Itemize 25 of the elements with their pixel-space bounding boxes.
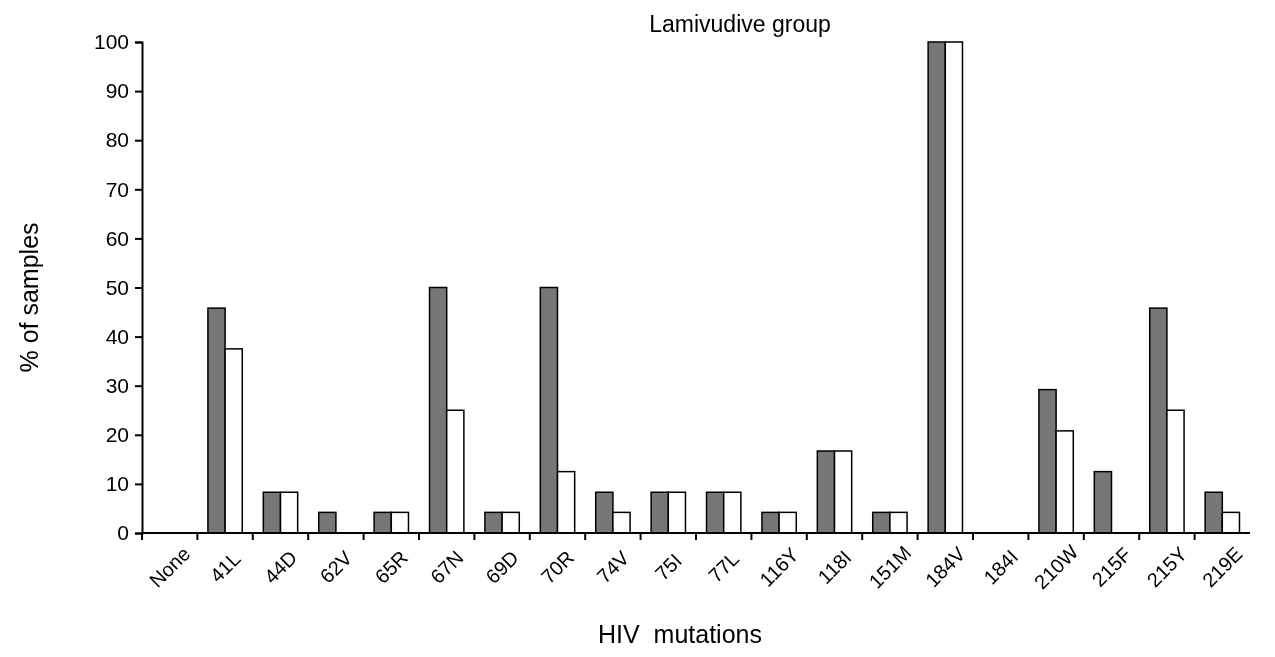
y-tick-label: 10: [105, 472, 129, 496]
y-tick-label: 80: [105, 128, 129, 152]
chart-title: Lamivudive group: [649, 11, 831, 37]
x-tick-label: 75I: [650, 549, 686, 585]
x-tick-label: 65R: [370, 546, 413, 588]
x-tick-label: 74V: [592, 546, 634, 588]
x-tick-label: 69D: [481, 546, 523, 588]
y-tick-label: 20: [105, 423, 129, 447]
x-tick-label: 67N: [425, 546, 468, 588]
y-tick-label: 50: [105, 275, 129, 299]
x-tick-label: 70R: [536, 546, 579, 588]
y-axis-title: % of samples: [15, 222, 43, 373]
y-tick-label: 100: [93, 30, 129, 54]
y-tick-label: 40: [105, 324, 129, 348]
x-axis-title: HIV mutations: [598, 620, 762, 648]
x-tick-label: 44D: [259, 546, 302, 588]
x-tick-label: 41L: [205, 547, 245, 587]
x-tick-label: 77L: [704, 547, 744, 587]
y-tick-label: 0: [117, 521, 129, 545]
y-tick-label: 70: [105, 177, 129, 201]
y-tick-label: 90: [105, 79, 129, 103]
x-tick-label: 118I: [813, 545, 856, 589]
x-tick-label: 62V: [315, 546, 357, 588]
y-tick-label: 30: [105, 373, 129, 397]
y-tick-label: 60: [105, 226, 129, 250]
